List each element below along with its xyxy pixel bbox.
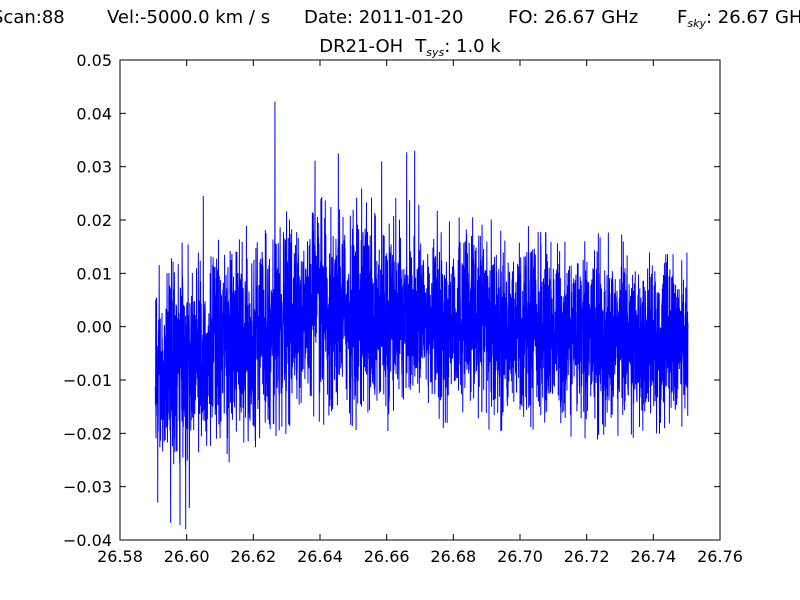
x-tick-label: 26.76 [697,547,743,566]
title-fo: FO: 26.67 GHz [508,7,638,28]
title-scan: Scan:88 [0,7,65,28]
x-tick-label: 26.66 [364,547,410,566]
y-tick-label: −0.02 [63,424,112,443]
y-tick-label: −0.03 [63,478,112,497]
x-tick-label: 26.58 [97,547,143,566]
title-date: Date: 2011-01-20 [304,7,463,28]
y-tick-label: 0.00 [76,318,112,337]
x-tick-label: 26.62 [230,547,276,566]
title-source: DR21-OH [319,36,403,57]
title-tsys-prefix: T [414,36,427,57]
title-fsky-prefix: F [677,7,687,28]
x-tick-label: 26.68 [430,547,476,566]
y-tick-label: 0.04 [76,104,112,123]
x-axis-ticks: 26.58 26.60 26.62 26.64 26.66 26.68 26.70 26.72… [97,60,743,566]
title-fsky-sub: sky [687,17,706,30]
x-tick-label: 26.74 [630,547,676,566]
x-tick-label: 26.72 [564,547,610,566]
spectrum-series-line [154,101,689,530]
y-tick-label: −0.04 [63,531,112,550]
y-tick-label: −0.01 [63,371,112,390]
chart-title-line2: DR21-OH Tsys: 1.0 k [319,36,501,59]
title-fsky-value: : 26.67 GHz [706,7,800,28]
x-tick-label: 26.70 [497,547,543,566]
x-tick-label: 26.64 [297,547,343,566]
chart-title-line1: Scan:88 Vel:-5000.0 km / s Date: 2011-01… [0,7,800,30]
title-tsys-sub: sys [426,46,444,59]
title-tsys-value: : 1.0 k [444,36,501,57]
y-axis-ticks: −0.04 −0.03 −0.02 −0.01 0.00 0.01 0.02 0.03 0.04… [63,51,720,550]
y-tick-label: 0.03 [76,158,112,177]
plot-area-frame [119,59,721,541]
y-tick-label: 0.05 [76,51,112,70]
title-fsky: Fsky: 26.67 GHz [677,7,800,30]
y-tick-label: 0.01 [76,264,112,283]
x-tick-label: 26.60 [164,547,210,566]
y-tick-label: 0.02 [76,211,112,230]
title-velocity: Vel:-5000.0 km / s [107,7,270,28]
